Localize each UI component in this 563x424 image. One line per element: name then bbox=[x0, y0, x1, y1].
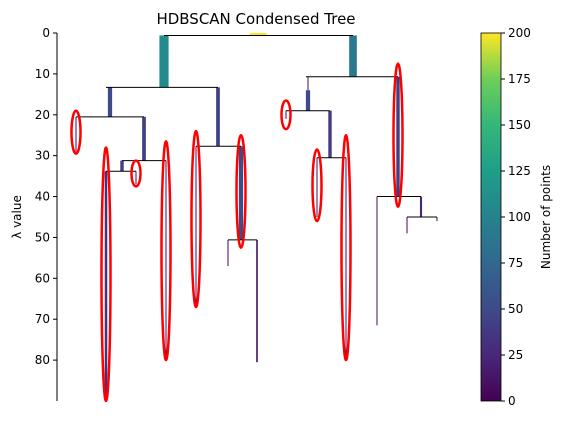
tree-branch bbox=[165, 160, 167, 361]
selected-cluster-ellipse bbox=[190, 129, 202, 309]
y-tick-label: 10 bbox=[35, 67, 50, 81]
tree-branch bbox=[285, 110, 287, 119]
tree-branch bbox=[305, 90, 311, 111]
colorbar-tick-label: 175 bbox=[508, 72, 531, 86]
selected-cluster-ellipse bbox=[70, 109, 82, 155]
tree-branch bbox=[104, 171, 108, 401]
tree-branch bbox=[406, 217, 408, 234]
colorbar-tick-label: 200 bbox=[508, 26, 531, 40]
colorbar-ticks: 0 25 50 75 100 125 150 175 200 bbox=[501, 26, 531, 408]
selected-cluster-ellipse bbox=[160, 140, 172, 362]
tree-branch bbox=[75, 116, 77, 152]
colorbar-tick-label: 100 bbox=[508, 210, 531, 224]
tree-branch bbox=[256, 239, 258, 363]
tree-branch bbox=[216, 87, 220, 147]
tree-branch bbox=[238, 146, 244, 240]
y-tick-label: 50 bbox=[35, 230, 50, 244]
tree-branch bbox=[316, 157, 318, 217]
tree-branch bbox=[135, 171, 137, 185]
plot-area bbox=[70, 33, 438, 403]
colorbar-tick-label: 25 bbox=[508, 348, 523, 362]
tree-branch bbox=[328, 110, 332, 158]
selected-cluster-ellipse bbox=[311, 148, 323, 223]
selected-cluster-ellipse bbox=[280, 99, 292, 131]
colorbar-tick-label: 50 bbox=[508, 302, 523, 316]
colorbar-tick-label: 0 bbox=[508, 394, 516, 408]
y-tick-label: 80 bbox=[35, 353, 50, 367]
selected-cluster-ellipse bbox=[392, 62, 404, 209]
tree-branch bbox=[227, 239, 229, 267]
tree-branch bbox=[419, 196, 423, 217]
y-axis-label: λ value bbox=[10, 195, 24, 239]
tree-branch bbox=[307, 76, 309, 91]
selected-cluster-ellipse bbox=[100, 146, 112, 403]
y-tick-label: 40 bbox=[35, 190, 50, 204]
tree-branch bbox=[249, 33, 267, 36]
tree-branch bbox=[195, 146, 197, 307]
y-axis: 0 10 20 30 40 50 60 70 80 bbox=[35, 26, 58, 401]
colorbar-label: Number of points bbox=[539, 165, 553, 269]
tree-branch bbox=[120, 160, 124, 172]
tree-branch bbox=[349, 35, 357, 77]
tree-branch bbox=[345, 157, 347, 361]
y-tick-label: 60 bbox=[35, 271, 50, 285]
tree-branch bbox=[142, 116, 146, 161]
y-tick-label: 70 bbox=[35, 312, 50, 326]
colorbar-tick-label: 125 bbox=[508, 164, 531, 178]
y-tick-label: 0 bbox=[42, 26, 50, 40]
tree-branch bbox=[436, 217, 438, 222]
colorbar bbox=[480, 32, 502, 402]
tree-branch bbox=[396, 76, 400, 197]
y-tick-label: 20 bbox=[35, 108, 50, 122]
selected-cluster-ellipse bbox=[130, 159, 142, 188]
colorbar-tick-label: 75 bbox=[508, 256, 523, 270]
chart-title: HDBSCAN Condensed Tree bbox=[156, 10, 355, 28]
y-tick-label: 30 bbox=[35, 149, 50, 163]
selected-cluster-ellipse bbox=[235, 133, 247, 249]
colorbar-tick-label: 150 bbox=[508, 118, 531, 132]
tree-branch bbox=[107, 87, 113, 117]
tree-branch bbox=[376, 196, 378, 326]
selected-cluster-ellipse bbox=[340, 133, 352, 362]
tree-branch bbox=[159, 35, 169, 88]
